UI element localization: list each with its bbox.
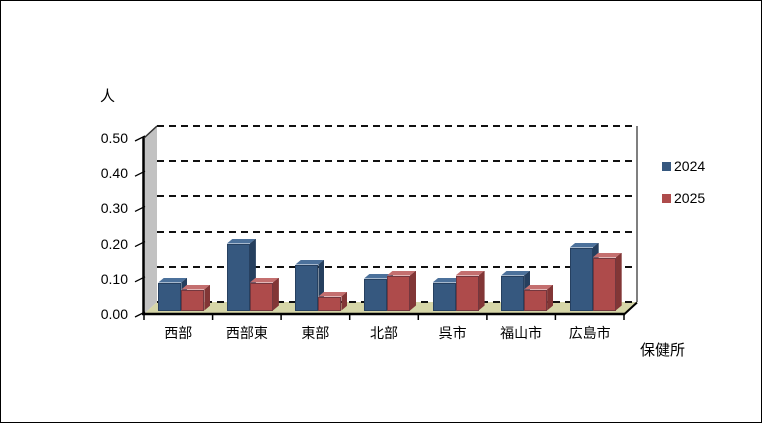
column-2024-西部東 [226,238,256,311]
gridline-0.40 [157,160,637,163]
legend-label-2024: 2024 [674,158,706,174]
legend-label-2025: 2025 [674,190,706,206]
gridline-0.30 [157,195,637,198]
y-tick-label: 0.20 [100,235,128,252]
y-tick-label: 0.00 [100,306,128,322]
x-tick-label: 西部東 [225,325,268,341]
legend-swatch-2025 [662,193,671,203]
legend-swatch-2024 [662,161,671,171]
axis-ticks [134,135,625,320]
column-2025-西部 [181,284,211,311]
gridline-0.50 [157,125,637,127]
x-tick-label: 福山市 [500,325,543,341]
legend-item-2025: 2025 [662,190,705,206]
gridline-0.20 [157,230,637,233]
x-tick-label: 北部 [370,325,398,341]
y-tick-label: 0.40 [100,165,128,182]
x-tick-label: 西部 [164,325,193,341]
column-2025-広島市 [592,252,622,311]
y-tick-label: 0.30 [100,200,128,217]
chart-left-wall [144,126,157,314]
x-tick-label: 呉市 [438,325,467,341]
column-2025-福山市 [524,284,554,311]
x-tick-label: 広島市 [568,325,611,341]
column-2025-西部東 [249,277,279,311]
x-axis-title: 保健所 [640,342,686,359]
column-2025-東部 [318,291,348,311]
wall-top-edge [143,125,158,139]
y-tick-label: 0.50 [100,130,128,146]
y-tick-label: 0.10 [100,270,128,287]
y-axis-title: 人 [100,88,116,105]
x-tick-label: 東部 [301,325,330,341]
column-2025-呉市 [455,270,485,311]
column-2025-北部 [387,270,416,311]
column-2024-東部 [295,259,325,311]
gridline-0.10 [157,265,637,268]
floor-right-edge [623,301,638,316]
legend-item-2024: 2024 [662,158,705,174]
